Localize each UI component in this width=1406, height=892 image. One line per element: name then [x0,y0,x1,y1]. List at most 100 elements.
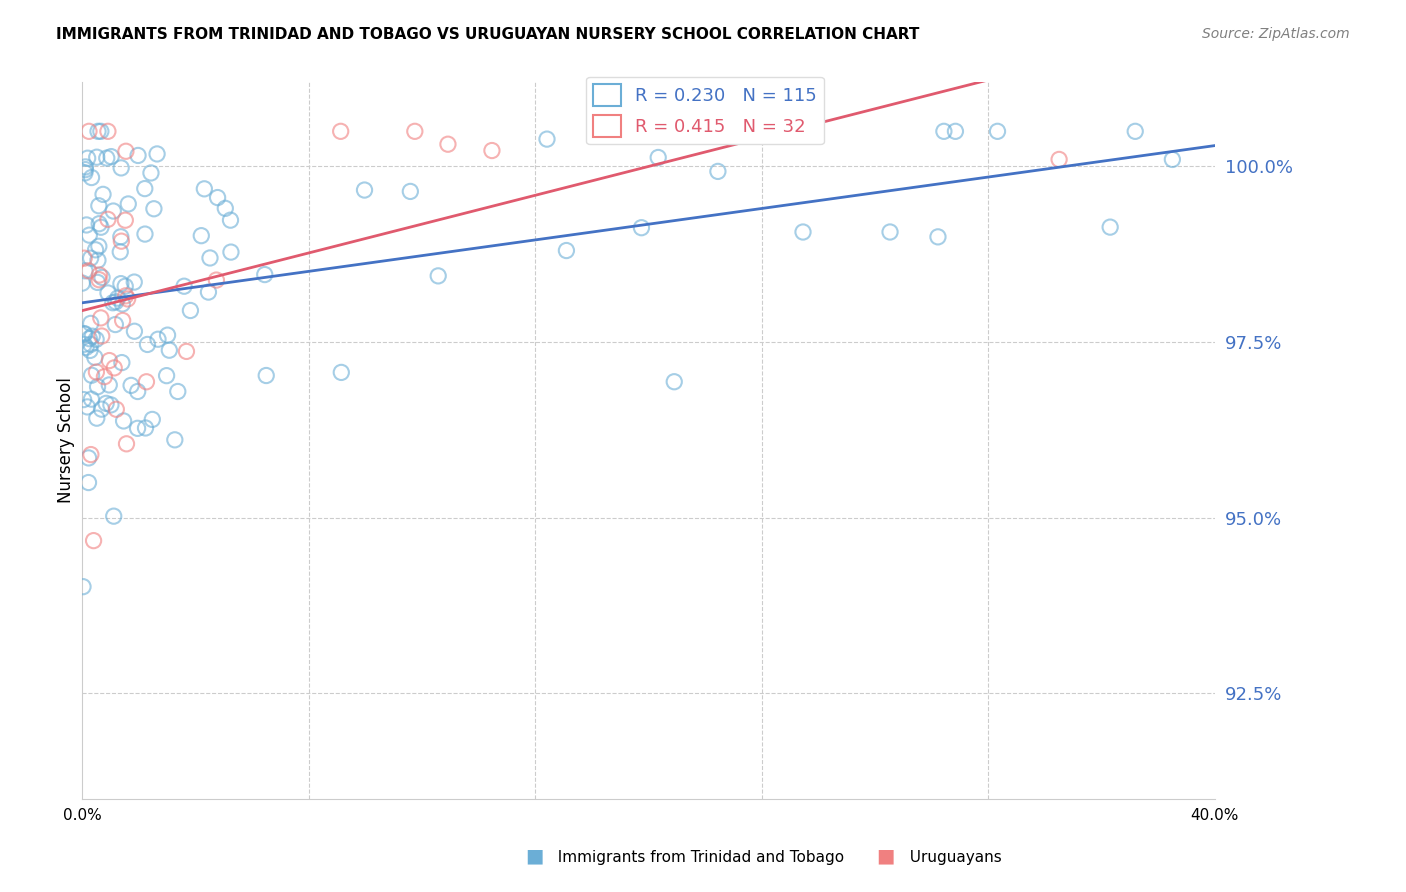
Point [87,124,110,138]
Point [82,329,104,343]
Point [117,292,139,306]
Text: Uruguayans: Uruguayans [900,850,1001,865]
Point [329,124,352,138]
Point [86,276,108,290]
Point [197,285,219,299]
Point [76,218,98,232]
Point [96,151,118,165]
Point [176,344,198,359]
Text: Source: ZipAtlas.com: Source: ZipAtlas.com [1202,27,1350,41]
Point [77,264,100,278]
Point [87,273,110,287]
Point [707,164,730,178]
Point [253,268,276,282]
Point [103,509,125,524]
Point [80,392,103,406]
Point [664,375,686,389]
Point [142,202,165,216]
Point [127,384,149,399]
Point [219,245,242,260]
Point [84,243,107,257]
Point [86,365,108,379]
Point [190,228,212,243]
Point [932,124,955,138]
Point [647,151,669,165]
Point [79,251,101,265]
Point [87,239,110,253]
Point [104,318,127,332]
Point [134,421,156,435]
Point [76,400,98,414]
Point [404,124,426,138]
Point [155,368,177,383]
Point [156,328,179,343]
Point [98,378,121,392]
Point [90,124,112,138]
Point [89,268,111,282]
Point [110,277,132,291]
Point [83,533,105,548]
Point [481,144,503,158]
Point [115,437,138,451]
Point [1047,153,1070,167]
Point [198,251,221,265]
Point [100,398,122,412]
Point [114,213,136,227]
Point [91,187,114,202]
Point [86,380,108,394]
Point [75,340,97,354]
Point [105,402,128,417]
Point [127,421,149,435]
Point [75,162,97,177]
Point [84,333,107,347]
Point [73,326,96,341]
Point [555,244,578,258]
Point [214,202,236,216]
Point [80,448,103,462]
Point [163,433,186,447]
Point [254,368,277,383]
Point [135,375,157,389]
Point [146,332,169,346]
Point [80,337,103,351]
Point [90,329,112,343]
Point [73,337,96,351]
Point [986,124,1008,138]
Legend: R = 0.230   N = 115, R = 0.415   N = 32: R = 0.230 N = 115, R = 0.415 N = 32 [586,77,824,145]
Point [134,181,156,195]
Point [166,384,188,399]
Point [103,360,125,375]
Point [90,402,112,417]
Point [127,148,149,162]
Point [112,414,135,428]
Point [86,411,108,425]
Point [77,450,100,465]
Point [193,182,215,196]
Point [207,190,229,204]
Point [110,244,132,259]
Point [87,199,110,213]
Point [90,220,112,235]
Point [73,251,96,265]
Point [80,317,103,331]
Point [77,475,100,490]
Point [114,289,136,303]
Point [83,351,105,365]
Point [79,332,101,346]
Text: IMMIGRANTS FROM TRINIDAD AND TOBAGO VS URUGUAYAN NURSERY SCHOOL CORRELATION CHAR: IMMIGRANTS FROM TRINIDAD AND TOBAGO VS U… [56,27,920,42]
Point [80,368,103,383]
Point [79,343,101,358]
Point [115,145,138,159]
Point [120,378,142,392]
Point [103,204,125,219]
Point [72,392,94,407]
Point [79,228,101,243]
Point [630,220,652,235]
Text: ■: ■ [524,847,544,865]
Point [76,151,98,165]
Point [73,166,96,180]
Point [136,337,159,351]
Point [77,124,100,138]
Point [90,310,112,325]
Point [100,150,122,164]
